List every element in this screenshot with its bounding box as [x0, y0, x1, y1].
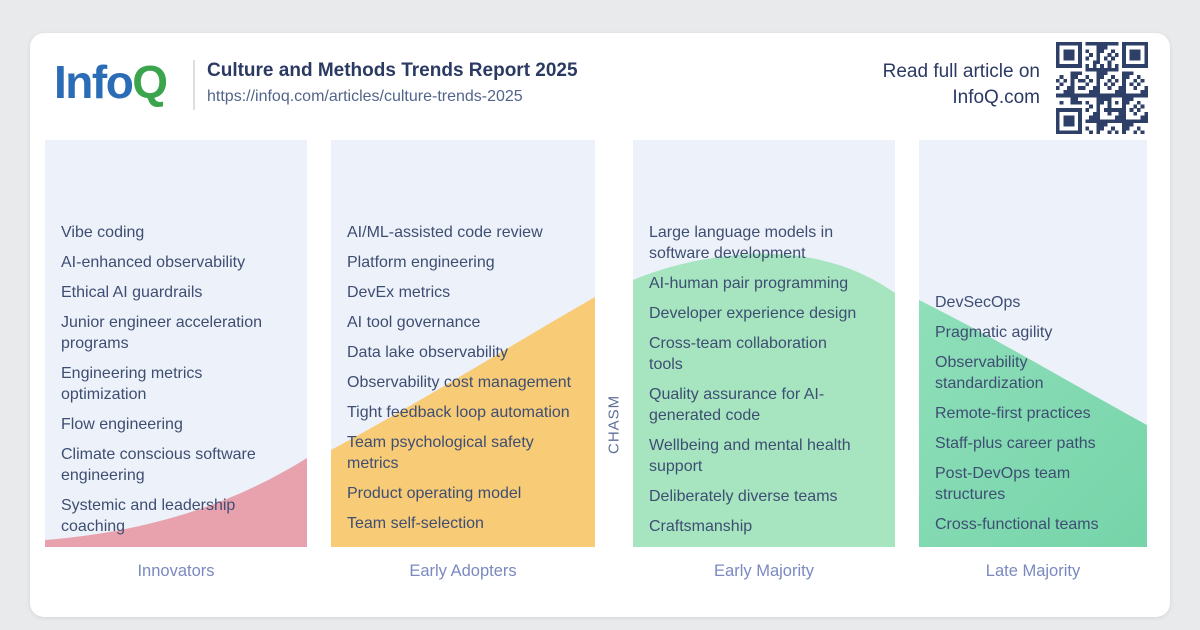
trend-item: Wellbeing and mental health support [649, 437, 851, 475]
trend-item: Quality assurance for AI-generated code [649, 386, 825, 424]
logo-text-info: Info [54, 56, 134, 108]
header-titles: Culture and Methods Trends Report 2025 h… [207, 58, 578, 108]
trend-item: AI tool governance [347, 314, 481, 331]
trend-item: Vibe coding [61, 224, 145, 241]
adoption-curve-segment [919, 300, 1147, 547]
column-label-early-majority: Early Majority [714, 562, 814, 580]
trend-item: Craftsmanship [649, 518, 753, 535]
trend-item: Flow engineering [61, 416, 183, 433]
cta-text: Read full article on InfoQ.com [883, 59, 1040, 111]
header-divider [193, 60, 195, 110]
column-late-majority: DevSecOps Pragmatic agility Observability … [919, 140, 1147, 547]
cta-line1: Read full article on [882, 61, 1040, 82]
trend-item: Data lake observability [347, 344, 508, 361]
trend-item: DevEx metrics [347, 284, 451, 301]
trend-list: Vibe coding AI-enhanced observability Ethi… [45, 140, 307, 537]
trend-item: Cross-functional teams [935, 516, 1099, 533]
adoption-curve-segment [45, 458, 307, 547]
trend-list: AI/ML-assisted code review Platform engin… [331, 140, 595, 534]
column-innovators: Vibe coding AI-enhanced observability Ethi… [45, 140, 307, 547]
cta-line2: InfoQ.com [952, 87, 1040, 108]
trend-item: DevSecOps [935, 294, 1021, 311]
column-early-adopters: AI/ML-assisted code review Platform engin… [331, 140, 595, 547]
column-label-early-adopters: Early Adopters [409, 562, 517, 580]
trend-item: Deliberately diverse teams [649, 488, 838, 505]
trend-list: Large language models in software develo… [633, 140, 895, 537]
column-label-late-majority: Late Majority [985, 562, 1081, 580]
trend-item: Team psychological safety metrics [347, 434, 534, 472]
trend-item: Pragmatic agility [935, 324, 1053, 341]
trend-item: Staff-plus career paths [935, 435, 1096, 452]
trend-item: AI-enhanced observability [61, 254, 246, 271]
column-label-innovators: Innovators [137, 562, 215, 580]
trend-item: Junior engineer acceleration programs [61, 314, 263, 352]
report-title: Culture and Methods Trends Report 2025 [207, 60, 578, 81]
trend-item: Tight feedback loop automation [347, 404, 570, 421]
trend-item: Cross-team collaboration tools [649, 335, 827, 373]
trend-item: Observability cost management [347, 374, 572, 391]
qr-code-icon [1056, 42, 1148, 134]
trend-item: Systemic and leadership coaching [61, 497, 236, 535]
infoq-logo: InfoQ [54, 56, 168, 108]
trend-item: Developer experience design [649, 305, 857, 322]
trend-item: Team self-selection [347, 515, 484, 532]
report-url[interactable]: https://infoq.com/articles/culture-trend… [207, 88, 523, 105]
column-early-majority: Large language models in software develo… [633, 140, 895, 547]
trend-item: Large language models in software develo… [649, 224, 834, 262]
adoption-curve-segment [331, 297, 595, 547]
logo-text-q: Q [132, 56, 168, 108]
trend-list: DevSecOps Pragmatic agility Observability … [919, 140, 1147, 535]
trend-item: Platform engineering [347, 254, 495, 271]
trend-item: Remote-first practices [935, 405, 1091, 422]
trend-item: Product operating model [347, 485, 522, 502]
trend-item: AI-human pair programming [649, 275, 849, 292]
trend-item: Climate conscious software engineering [61, 446, 256, 484]
report-card: InfoQ Culture and Methods Trends Report … [30, 33, 1170, 617]
trend-item: AI/ML-assisted code review [347, 224, 543, 241]
adoption-curve-segment [633, 253, 895, 547]
trend-item: Engineering metrics optimization [61, 365, 203, 403]
chasm-label: CHASM [605, 394, 623, 454]
trend-item: Observability standardization [935, 354, 1044, 392]
trend-item: Ethical AI guardrails [61, 284, 203, 301]
trend-item: Post-DevOps team structures [935, 465, 1071, 503]
